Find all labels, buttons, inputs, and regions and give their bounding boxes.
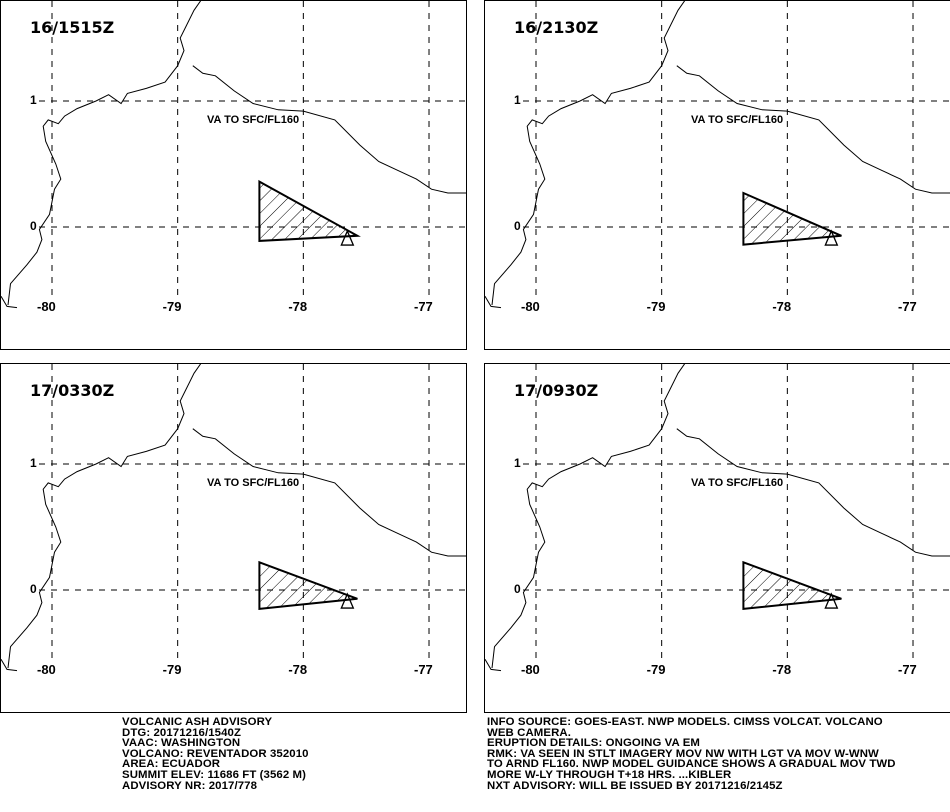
coastline-fragment — [485, 296, 502, 309]
va-label: VA TO SFC/FL160 — [691, 477, 784, 489]
advisory-line: ERUPTION DETAILS: ONGOING VA EM — [487, 737, 700, 750]
advisory-line: DTG: 20171216/1540Z — [122, 726, 242, 739]
lat-tick-label: 1 — [30, 456, 37, 470]
panel-time: 16/1515Z — [30, 18, 115, 37]
country-border — [676, 428, 950, 557]
coastline — [491, 364, 686, 669]
lat-tick-label: 0 — [30, 219, 37, 233]
volcano-icon — [824, 592, 839, 609]
map-panel-4: 17/0930Z VA TO SFC/FL160 1 0 -80 -79 -78 -77 — [484, 363, 950, 713]
volcano-icon — [824, 229, 839, 246]
advisory-line: VAAC: WASHINGTON — [122, 737, 241, 750]
coastline — [7, 1, 202, 306]
lon-tick-label: -78 — [288, 662, 308, 677]
ash-cloud-polygon — [258, 560, 358, 611]
lon-tick-label: -80 — [521, 299, 540, 314]
lat-tick-label: 1 — [514, 93, 521, 107]
panel-time: 17/0330Z — [30, 381, 115, 400]
lon-tick-label: -78 — [288, 299, 308, 314]
coastline — [491, 1, 686, 306]
lat-tick-label: 0 — [514, 582, 521, 596]
country-border — [192, 65, 466, 194]
lat-tick-label: 0 — [514, 219, 521, 233]
map-canvas — [485, 1, 950, 309]
lon-tick-label: -77 — [414, 299, 433, 314]
ash-cloud-polygon — [742, 560, 842, 611]
lat-tick-label: 1 — [514, 456, 521, 470]
lon-tick-label: -77 — [414, 662, 433, 677]
advisory-line: VOLCANIC ASH ADVISORY — [122, 716, 273, 728]
advisory-line: ADVISORY NR: 2017/778 — [122, 779, 258, 792]
lon-tick-label: -77 — [898, 299, 917, 314]
advisory-line: SUMMIT ELEV: 11686 FT (3562 M) — [122, 768, 307, 781]
advisory-line: AREA: ECUADOR — [122, 758, 221, 771]
lon-tick-label: -79 — [646, 662, 666, 677]
advisory-line: TO ARND FL160. NWP MODEL GUIDANCE SHOWS … — [487, 758, 896, 771]
advisory-line: VOLCANO: REVENTADOR 352010 — [122, 747, 309, 760]
panel-time: 17/0930Z — [514, 381, 599, 400]
map-panel-3: 17/0330Z VA TO SFC/FL160 1 0 -80 -79 -78 -77 — [0, 363, 467, 713]
advisory-left: VOLCANIC ASH ADVISORY DTG: 20171216/1540Z… — [122, 716, 309, 792]
coastline-fragment — [485, 659, 502, 672]
lon-tick-label: -79 — [162, 299, 182, 314]
country-border — [192, 428, 466, 557]
ash-cloud-polygon — [742, 191, 842, 246]
advisory-line: RMK: VA SEEN IN STLT IMAGERY MOV NW WITH… — [487, 747, 879, 760]
lon-tick-label: -80 — [37, 662, 56, 677]
advisory-line: MORE W-LY THROUGH T+18 HRS. ...KIBLER — [487, 768, 732, 781]
va-label: VA TO SFC/FL160 — [207, 114, 300, 126]
va-label: VA TO SFC/FL160 — [691, 114, 784, 126]
ash-cloud-polygon — [258, 179, 361, 242]
country-border — [676, 65, 950, 194]
map-panel-2: 16/2130Z VA TO SFC/FL160 1 0 -80 -79 -78 -77 — [484, 0, 950, 350]
advisory-line: INFO SOURCE: GOES-EAST. NWP MODELS. CIMS… — [487, 716, 883, 728]
lat-tick-label: 0 — [30, 582, 37, 596]
lat-tick-label: 1 — [30, 93, 37, 107]
lon-tick-label: -80 — [37, 299, 56, 314]
lon-tick-label: -79 — [646, 299, 666, 314]
lon-tick-label: -79 — [162, 662, 182, 677]
volcano-icon — [340, 229, 355, 246]
lon-tick-label: -77 — [898, 662, 917, 677]
map-panel-1: 16/1515Z VA TO SFC/FL160 1 0 -80 -79 -78 -77 — [0, 0, 467, 350]
coastline-fragment — [1, 296, 18, 309]
map-canvas — [485, 364, 950, 672]
advisory-right: INFO SOURCE: GOES-EAST. NWP MODELS. CIMS… — [487, 716, 896, 792]
coastline-fragment — [1, 659, 18, 672]
va-label: VA TO SFC/FL160 — [207, 477, 300, 489]
lon-tick-label: -78 — [772, 299, 792, 314]
advisory-line: NXT ADVISORY: WILL BE ISSUED BY 20171216… — [487, 779, 783, 792]
volcano-icon — [340, 592, 355, 609]
coastline — [7, 364, 202, 669]
map-canvas — [1, 364, 466, 672]
panel-time: 16/2130Z — [514, 18, 599, 37]
map-canvas — [1, 1, 466, 309]
lon-tick-label: -78 — [772, 662, 792, 677]
lon-tick-label: -80 — [521, 662, 540, 677]
advisory-line: WEB CAMERA. — [487, 726, 571, 739]
